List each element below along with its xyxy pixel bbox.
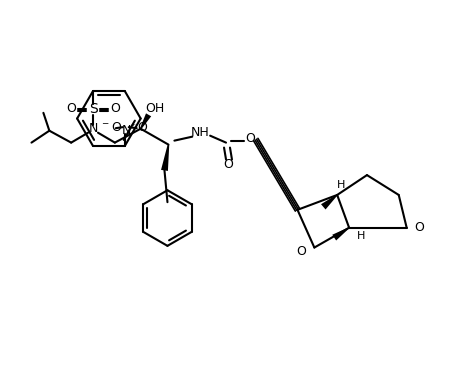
Polygon shape: [161, 144, 169, 171]
Text: OH: OH: [145, 102, 164, 115]
Polygon shape: [333, 227, 349, 240]
Text: O: O: [66, 102, 76, 115]
Text: O: O: [245, 132, 255, 145]
Text: N: N: [122, 124, 131, 137]
Text: O: O: [414, 221, 425, 234]
Text: NH: NH: [191, 126, 210, 139]
Text: H: H: [337, 180, 345, 190]
Text: $^-$O: $^-$O: [100, 121, 122, 134]
Text: S: S: [89, 102, 98, 116]
Text: O: O: [296, 245, 306, 258]
Text: O: O: [110, 102, 120, 115]
Polygon shape: [321, 194, 338, 209]
Text: O: O: [138, 121, 147, 134]
Text: $^+$: $^+$: [129, 122, 136, 131]
Text: O: O: [223, 158, 233, 171]
Text: N: N: [88, 122, 98, 135]
Polygon shape: [140, 113, 151, 129]
Text: H: H: [357, 231, 365, 240]
